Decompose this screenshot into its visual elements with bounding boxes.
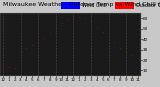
Text: Milwaukee Weather  Outdoor Temp vs Wind Chill (24 Hours): Milwaukee Weather Outdoor Temp vs Wind C…: [3, 2, 160, 7]
FancyBboxPatch shape: [61, 2, 80, 9]
Text: Outdoor Temp: Outdoor Temp: [136, 3, 160, 8]
Text: Wind Chill: Wind Chill: [82, 3, 106, 8]
FancyBboxPatch shape: [115, 2, 134, 9]
